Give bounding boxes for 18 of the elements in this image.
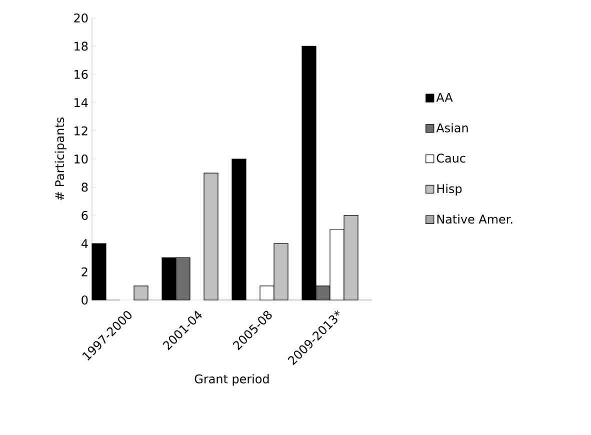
legend-label: Native Amer. xyxy=(437,214,512,224)
x-axis-title: Grant period xyxy=(194,374,269,386)
legend-label: Asian xyxy=(436,123,468,132)
y-tick-label: 16 xyxy=(74,70,88,79)
legend-label: Hisp xyxy=(437,184,462,196)
y-tick-label: 20 xyxy=(74,13,88,23)
y-tick-label: 0 xyxy=(82,295,88,305)
y-tick-label: 10 xyxy=(74,154,88,164)
y-tick-label: 8 xyxy=(82,182,88,192)
y-tick-label: 14 xyxy=(74,98,88,107)
legend-label: AA xyxy=(436,92,453,102)
legend-label: Cauc xyxy=(436,154,466,163)
y-axis-title: # Participants xyxy=(54,118,66,200)
y-tick-label: 6 xyxy=(82,210,88,220)
y-tick-label: 4 xyxy=(81,239,88,248)
y-tick-label: 2 xyxy=(82,267,88,276)
y-tick-label: 12 xyxy=(74,126,88,136)
y-tick-label: 18 xyxy=(74,42,88,51)
